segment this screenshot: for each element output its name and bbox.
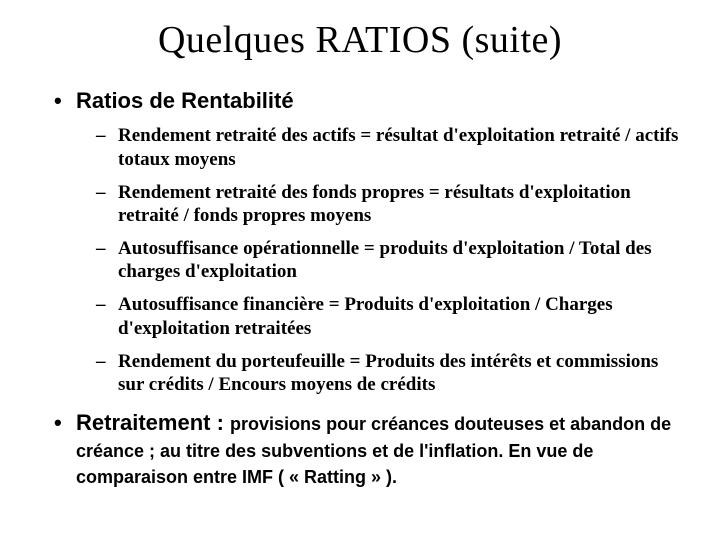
list-item: Autosuffisance financière = Produits d'e… bbox=[96, 293, 680, 339]
list-item: Autosuffisance opérationnelle = produits… bbox=[96, 237, 680, 283]
bullet-list-level1: Ratios de Rentabilité Rendement retraité… bbox=[40, 88, 680, 489]
bullet-list-level2: Rendement retraité des actifs = résultat… bbox=[76, 124, 680, 396]
slide-title: Quelques RATIOS (suite) bbox=[40, 18, 680, 62]
list-item: Rendement retraité des fonds propres = r… bbox=[96, 181, 680, 227]
section-rentabilite: Ratios de Rentabilité Rendement retraité… bbox=[54, 88, 680, 396]
section-retraitement: Retraitement : provisions pour créances … bbox=[54, 410, 680, 489]
list-item: Rendement du porteufeuille = Produits de… bbox=[96, 350, 680, 396]
retraitement-lead: Retraitement : bbox=[76, 410, 230, 435]
section-heading: Ratios de Rentabilité bbox=[76, 88, 294, 113]
slide: Quelques RATIOS (suite) Ratios de Rentab… bbox=[0, 0, 720, 540]
list-item: Rendement retraité des actifs = résultat… bbox=[96, 124, 680, 170]
